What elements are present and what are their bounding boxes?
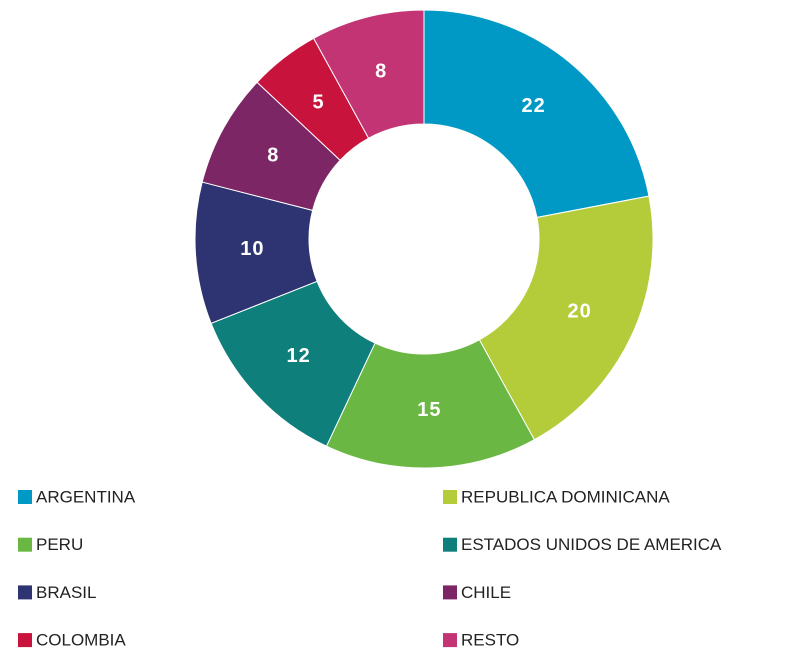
- legend-label: RESTO: [461, 631, 519, 650]
- donut-slice: [478, 195, 654, 441]
- legend-swatch: [18, 585, 32, 600]
- legend-label: REPUBLICA DOMINICANA: [461, 487, 670, 506]
- legend-swatch: [18, 633, 32, 648]
- legend-swatch: [443, 537, 457, 552]
- legend-swatch: [443, 585, 457, 600]
- donut-slice: [325, 339, 536, 469]
- legend-label: CHILE: [461, 583, 511, 602]
- legend-swatch: [443, 633, 457, 648]
- data-label: 8: [267, 144, 279, 166]
- donut-slice: [312, 9, 425, 139]
- data-label: 5: [313, 91, 325, 113]
- donut-slice: [423, 9, 650, 219]
- data-label: 20: [568, 301, 592, 323]
- data-label: 15: [417, 399, 441, 421]
- legend-label: COLOMBIA: [36, 631, 126, 650]
- legend-swatch: [18, 490, 32, 504]
- data-label: 8: [375, 61, 387, 83]
- data-label: 12: [286, 345, 310, 367]
- data-label: 10: [240, 238, 264, 260]
- data-label: 22: [522, 95, 546, 117]
- legend-label: BRASIL: [36, 583, 96, 602]
- legend-label: ARGENTINA: [36, 487, 136, 506]
- legend-label: ESTADOS UNIDOS DE AMERICA: [461, 535, 722, 554]
- legend-label: PERU: [36, 535, 83, 554]
- legend-swatch: [443, 490, 457, 504]
- legend-swatch: [18, 537, 32, 552]
